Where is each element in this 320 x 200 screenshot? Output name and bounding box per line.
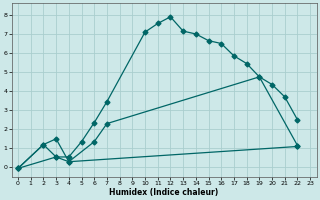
X-axis label: Humidex (Indice chaleur): Humidex (Indice chaleur)	[109, 188, 219, 197]
